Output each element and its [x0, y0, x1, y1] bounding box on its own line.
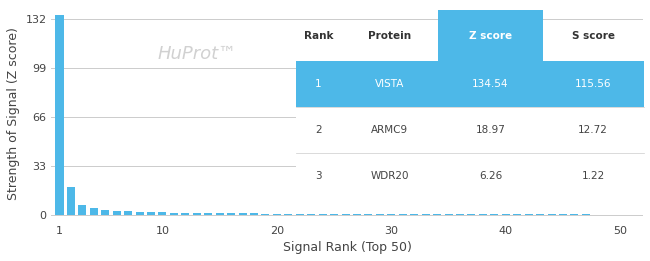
Text: 134.54: 134.54 [473, 79, 509, 89]
Bar [273, 213, 281, 215]
Bar [479, 214, 487, 215]
Bar [261, 213, 270, 215]
Text: 18.97: 18.97 [476, 125, 506, 135]
Bar [55, 15, 64, 215]
Text: 1.22: 1.22 [582, 171, 604, 181]
Text: 6.26: 6.26 [479, 171, 502, 181]
Text: WDR20: WDR20 [370, 171, 409, 181]
Text: ARMC9: ARMC9 [371, 125, 408, 135]
Bar [456, 214, 464, 215]
Bar [536, 214, 544, 215]
Bar [124, 211, 132, 215]
Bar [112, 211, 121, 215]
Text: 2: 2 [315, 125, 322, 135]
Bar [147, 212, 155, 215]
Bar [170, 213, 178, 215]
Bar [502, 214, 510, 215]
Bar [330, 214, 338, 215]
Bar [67, 187, 75, 215]
Bar [547, 214, 556, 215]
Text: 115.56: 115.56 [575, 79, 612, 89]
Bar [296, 153, 644, 199]
Bar [318, 214, 327, 215]
Text: Protein: Protein [368, 31, 411, 41]
Bar [101, 210, 109, 215]
Bar [79, 205, 86, 215]
Bar [422, 214, 430, 215]
Bar [398, 214, 407, 215]
Text: 12.72: 12.72 [578, 125, 608, 135]
Bar [193, 213, 201, 215]
Bar [433, 214, 441, 215]
Bar [296, 61, 644, 107]
Bar [353, 214, 361, 215]
Bar [438, 10, 543, 61]
Text: 3: 3 [315, 171, 322, 181]
Bar [227, 213, 235, 215]
Y-axis label: Strength of Signal (Z score): Strength of Signal (Z score) [7, 27, 20, 200]
Text: 1: 1 [315, 79, 322, 89]
Bar [136, 212, 144, 215]
Bar [250, 213, 258, 215]
Bar [90, 208, 98, 215]
Bar [514, 214, 521, 215]
Bar [387, 214, 395, 215]
Bar [376, 214, 384, 215]
Text: S score: S score [571, 31, 615, 41]
Bar [365, 214, 372, 215]
Text: VISTA: VISTA [375, 79, 404, 89]
Bar [410, 214, 418, 215]
Text: Rank: Rank [304, 31, 333, 41]
X-axis label: Signal Rank (Top 50): Signal Rank (Top 50) [283, 241, 411, 254]
Bar [284, 214, 292, 215]
Bar [467, 214, 475, 215]
Bar [296, 107, 644, 153]
Bar [159, 212, 166, 215]
Bar [296, 214, 304, 215]
Bar [525, 214, 532, 215]
Bar [239, 213, 246, 215]
Bar [181, 213, 189, 215]
Bar [216, 213, 224, 215]
Text: Z score: Z score [469, 31, 512, 41]
Bar [204, 213, 213, 215]
Bar [341, 214, 350, 215]
Bar [445, 214, 452, 215]
Text: HuProt™: HuProt™ [158, 45, 237, 63]
Bar [307, 214, 315, 215]
Bar [490, 214, 499, 215]
